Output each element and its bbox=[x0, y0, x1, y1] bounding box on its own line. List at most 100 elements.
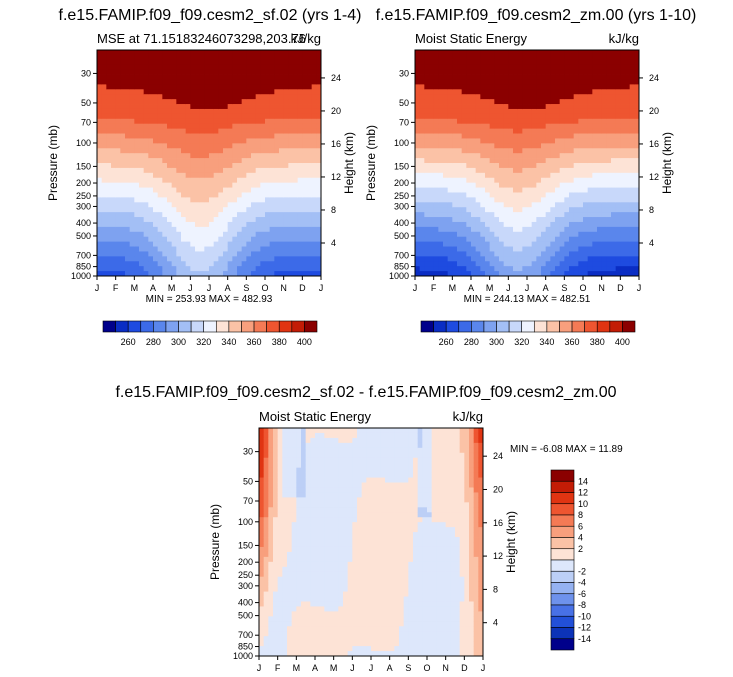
heatmap-cell bbox=[494, 231, 500, 238]
heatmap-cell bbox=[111, 212, 117, 218]
heatmap-cell bbox=[592, 118, 598, 125]
heatmap-cell bbox=[190, 89, 196, 95]
heatmap-cell bbox=[573, 246, 579, 252]
heatmap-cell bbox=[287, 457, 293, 464]
heatmap-cell bbox=[522, 54, 528, 61]
colorbar-swatch bbox=[483, 320, 497, 333]
heatmap-cell bbox=[260, 64, 266, 71]
heatmap-cell bbox=[438, 241, 444, 247]
heatmap-cell bbox=[517, 187, 523, 193]
heatmap-cell bbox=[157, 84, 163, 90]
heatmap-cell bbox=[583, 241, 589, 247]
heatmap-cell bbox=[139, 99, 145, 105]
heatmap-cell bbox=[545, 241, 551, 247]
heatmap-cell bbox=[559, 271, 565, 277]
heatmap-cell bbox=[106, 74, 112, 80]
heatmap-cell bbox=[311, 104, 317, 110]
heatmap-cell bbox=[634, 108, 640, 115]
heatmap-cell bbox=[251, 207, 257, 213]
heatmap-cell bbox=[447, 226, 453, 233]
heatmap-cell bbox=[255, 251, 261, 257]
heatmap-cell bbox=[255, 79, 261, 85]
heatmap-cell bbox=[536, 89, 542, 95]
heatmap-cell bbox=[606, 133, 612, 139]
heatmap-cell bbox=[489, 251, 495, 257]
heatmap-cell bbox=[185, 217, 191, 223]
heatmap-cell bbox=[134, 221, 140, 228]
heatmap-cell bbox=[287, 556, 293, 563]
heatmap-cell bbox=[176, 241, 182, 247]
heatmap-cell bbox=[279, 266, 285, 272]
heatmap-cell bbox=[611, 143, 617, 149]
heatmap-cell bbox=[601, 104, 607, 110]
heatmap-cell bbox=[508, 246, 514, 252]
heatmap-cell bbox=[181, 231, 187, 238]
heatmap-cell bbox=[297, 261, 303, 267]
heatmap-cell bbox=[237, 74, 243, 80]
heatmap-cell bbox=[115, 84, 121, 90]
heatmap-cell bbox=[101, 138, 107, 144]
heatmap-cell bbox=[316, 108, 322, 115]
heatmap-cell bbox=[282, 477, 288, 483]
heatmap-cell bbox=[259, 596, 265, 602]
heatmap-cell bbox=[125, 138, 131, 144]
heatmap-cell bbox=[438, 212, 444, 218]
heatmap-cell bbox=[545, 202, 551, 208]
heatmap-cell bbox=[218, 133, 224, 139]
heatmap-cell bbox=[555, 153, 561, 159]
heatmap-cell bbox=[531, 187, 537, 193]
heatmap-cell bbox=[274, 69, 280, 75]
colorbar-swatch bbox=[521, 320, 535, 333]
heatmap-cell bbox=[452, 50, 458, 56]
heatmap-cell bbox=[288, 69, 294, 75]
heatmap-cell bbox=[438, 221, 444, 228]
heatmap-cell bbox=[115, 153, 121, 159]
heatmap-cell bbox=[120, 217, 126, 223]
heatmap-cell bbox=[204, 138, 210, 144]
heatmap-cell bbox=[162, 236, 168, 243]
heatmap-cell bbox=[223, 123, 229, 130]
heatmap-cell bbox=[227, 59, 233, 66]
heatmap-cell bbox=[134, 187, 140, 193]
heatmap-cell bbox=[120, 84, 126, 90]
heatmap-cell bbox=[162, 217, 168, 223]
heatmap-cell bbox=[457, 64, 463, 71]
heatmap-cell bbox=[419, 123, 425, 130]
heatmap-cell bbox=[251, 256, 257, 262]
heatmap-cell bbox=[625, 54, 631, 61]
heatmap-cell bbox=[204, 50, 210, 56]
heatmap-cell bbox=[615, 123, 621, 130]
heatmap-cell bbox=[625, 187, 631, 193]
heatmap-cell bbox=[287, 487, 293, 493]
heatmap-cell bbox=[611, 163, 617, 169]
colorbar-swatch bbox=[190, 320, 205, 333]
heatmap-cell bbox=[311, 251, 317, 257]
heatmap-cell bbox=[508, 79, 514, 85]
heatmap-cell bbox=[555, 84, 561, 90]
heatmap-cell bbox=[97, 69, 103, 75]
heatmap-cell bbox=[489, 246, 495, 252]
heatmap-cell bbox=[111, 148, 117, 154]
heatmap-cell bbox=[263, 596, 269, 602]
heatmap-cell bbox=[153, 84, 159, 90]
heatmap-cell bbox=[578, 261, 584, 267]
heatmap-cell bbox=[569, 133, 575, 139]
heatmap-cell bbox=[424, 197, 430, 203]
heatmap-cell bbox=[438, 172, 444, 179]
heatmap-cell bbox=[263, 477, 269, 483]
heatmap-cell bbox=[307, 226, 313, 233]
heatmap-cell bbox=[125, 50, 131, 56]
heatmap-cell bbox=[587, 197, 593, 203]
heatmap-cell bbox=[597, 99, 603, 105]
heatmap-cell bbox=[611, 236, 617, 243]
heatmap-cell bbox=[611, 202, 617, 208]
heatmap-cell bbox=[283, 182, 289, 188]
heatmap-cell bbox=[499, 236, 505, 243]
heatmap-cell bbox=[415, 99, 421, 105]
heatmap-cell bbox=[611, 69, 617, 75]
heatmap-cell bbox=[424, 172, 430, 179]
heatmap-cell bbox=[592, 192, 598, 198]
heatmap-cell bbox=[153, 207, 159, 213]
heatmap-cell bbox=[517, 138, 523, 144]
heatmap-cell bbox=[232, 89, 238, 95]
